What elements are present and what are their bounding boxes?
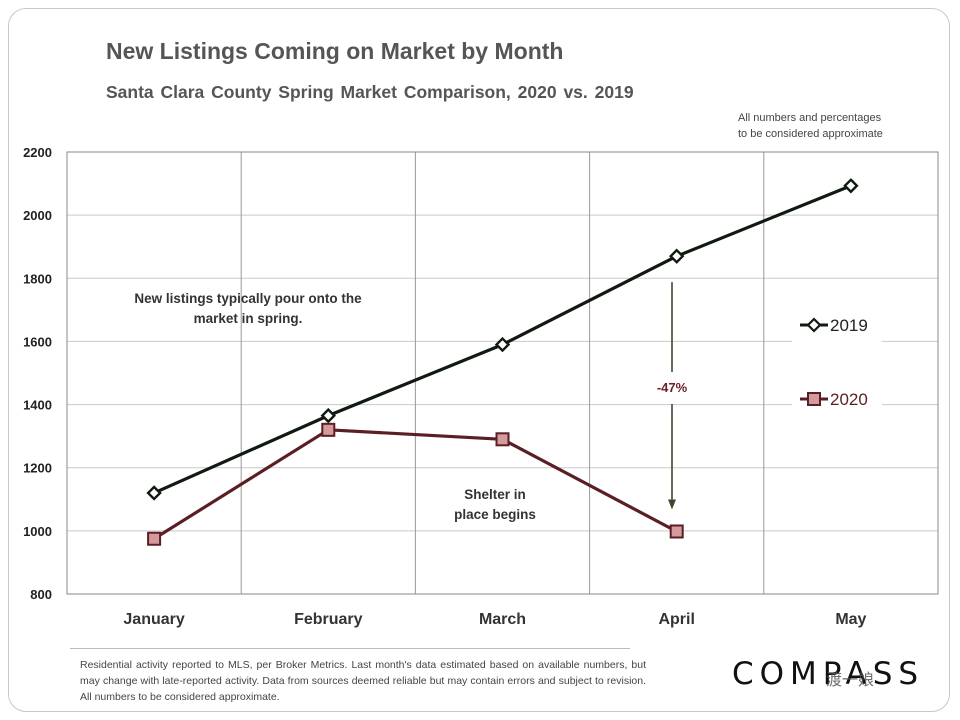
shelter-annotation-line-1: Shelter in bbox=[464, 487, 526, 502]
note-line-1: All numbers and percentages bbox=[738, 112, 882, 124]
x-tick-label-february: February bbox=[294, 611, 363, 628]
data-point-2019 bbox=[320, 407, 336, 424]
data-point-2020 bbox=[669, 524, 684, 539]
change-arrow-head bbox=[668, 499, 676, 510]
x-tick-label-march: March bbox=[479, 611, 526, 628]
data-point-2019 bbox=[146, 485, 162, 501]
annotations: New listings typically pour onto the mar… bbox=[134, 282, 688, 522]
legend-label-2019: 2019 bbox=[830, 316, 868, 335]
legend: 2019 2020 bbox=[792, 305, 882, 418]
axis-labels: 800 1000 1200 1400 1600 1800 2000 2200 January Fe… bbox=[23, 145, 866, 628]
chart-subtitle: Santa Clara County Spring Market Compari… bbox=[106, 82, 634, 102]
footnote-divider bbox=[70, 648, 630, 649]
y-tick-label: 800 bbox=[30, 587, 52, 602]
series-lines bbox=[146, 178, 859, 546]
change-percent-label: -47% bbox=[657, 380, 688, 395]
spring-annotation-line-1: New listings typically pour onto the bbox=[134, 291, 362, 306]
spring-annotation-line-2: market in spring. bbox=[194, 311, 303, 326]
chart-card bbox=[8, 8, 950, 712]
data-point-2019 bbox=[494, 336, 511, 353]
legend-marker-2020 bbox=[807, 392, 821, 406]
series-line-2020 bbox=[153, 428, 678, 541]
legend-marker-2019 bbox=[806, 317, 822, 333]
data-point-2020 bbox=[147, 531, 162, 546]
y-tick-label: 2000 bbox=[23, 208, 52, 223]
chart-title: New Listings Coming on Market by Month bbox=[106, 38, 564, 64]
shelter-annotation-line-2: place begins bbox=[454, 507, 536, 522]
data-point-2020 bbox=[495, 432, 510, 447]
y-tick-label: 2200 bbox=[23, 145, 52, 160]
note-line-2: to be considered approximate bbox=[738, 128, 883, 140]
y-tick-label: 1000 bbox=[23, 524, 52, 539]
y-tick-label: 1600 bbox=[23, 334, 52, 349]
legend-label-2020: 2020 bbox=[830, 390, 868, 409]
compass-logo: COMPASS bbox=[732, 656, 925, 692]
y-tick-label: 1400 bbox=[23, 398, 52, 413]
grid-lines bbox=[66, 151, 939, 595]
data-point-2019 bbox=[669, 248, 685, 264]
x-tick-label-april: April bbox=[658, 611, 694, 628]
y-tick-label: 1200 bbox=[23, 461, 52, 476]
watermark: 渡一娘 bbox=[826, 672, 875, 689]
footnote: Residential activity reported to MLS, pe… bbox=[80, 659, 646, 703]
data-point-2019 bbox=[843, 178, 859, 194]
plot-border bbox=[66, 151, 939, 595]
x-tick-label-january: January bbox=[123, 611, 184, 628]
x-tick-label-may: May bbox=[835, 611, 866, 628]
data-point-2020 bbox=[321, 422, 336, 437]
approximation-note: All numbers and percentages to be consid… bbox=[738, 110, 938, 142]
y-tick-label: 1800 bbox=[23, 271, 52, 286]
